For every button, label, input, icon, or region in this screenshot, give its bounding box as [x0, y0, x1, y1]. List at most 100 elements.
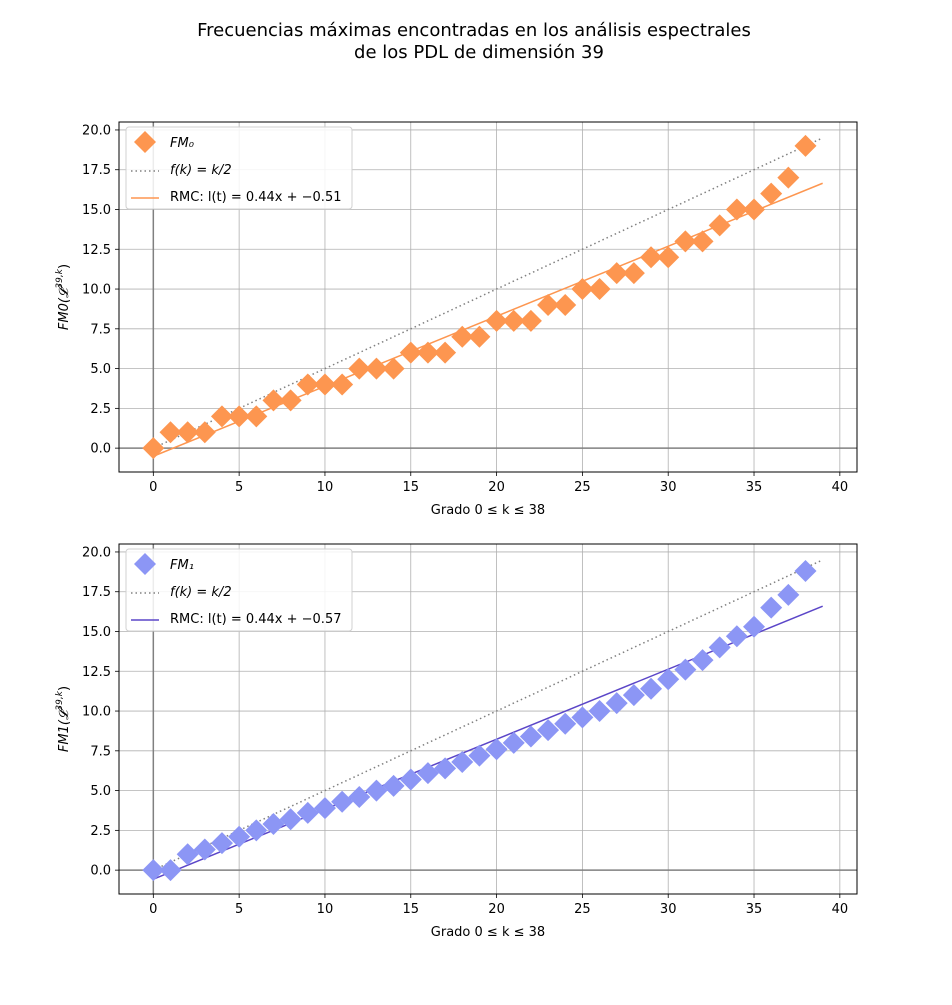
data-point [622, 262, 645, 285]
x-tick-label: 35 [746, 480, 763, 495]
data-point [228, 825, 251, 848]
plot-frame [118, 543, 858, 895]
data-point [674, 658, 697, 681]
ylabel-sup: 39,k [55, 268, 65, 288]
data-point [382, 774, 405, 797]
data-point [245, 819, 268, 842]
y-tick-label: 12.5 [82, 665, 111, 680]
y-axis-label: FM1(𝓛39,k) [55, 686, 72, 752]
data-point [228, 405, 251, 428]
data-point [210, 405, 233, 428]
data-point [279, 808, 302, 831]
series-line-1 [153, 559, 823, 871]
data-point [691, 230, 714, 253]
data-point [794, 560, 817, 583]
data-point [674, 230, 697, 253]
data-point [537, 719, 560, 742]
y-tick-label: 2.5 [90, 824, 111, 839]
data-point [588, 700, 611, 723]
data-point [468, 325, 491, 348]
data-point [193, 421, 216, 444]
legend-box [125, 548, 353, 632]
data-point [588, 278, 611, 301]
data-point [708, 636, 731, 659]
data-point [331, 373, 354, 396]
y-tick-label: 7.5 [90, 322, 111, 337]
data-point [468, 744, 491, 767]
legend-label: FM₁ [170, 558, 194, 573]
legend-label: f(k) = k/2 [170, 585, 232, 600]
data-point [416, 341, 439, 364]
data-point [365, 357, 388, 380]
series-line-2 [153, 605, 823, 880]
data-point [176, 421, 199, 444]
y-tick-label: 0.0 [90, 864, 111, 879]
y-tick-label: 20.0 [82, 545, 111, 560]
data-point [348, 785, 371, 808]
legend-box [125, 126, 353, 210]
y-tick-label: 10.0 [82, 705, 111, 720]
data-point [640, 246, 663, 269]
y-tick-label: 17.5 [82, 585, 111, 600]
data-point [657, 246, 680, 269]
data-point [159, 859, 182, 882]
data-point [502, 731, 525, 754]
x-tick-label: 35 [746, 902, 763, 917]
y-tick-label: 0.0 [90, 442, 111, 457]
data-point [159, 421, 182, 444]
data-point [142, 437, 165, 460]
chart-fm1: 0 5 10 15 20 25 30 35 40 0.0 2.5 5.0 7.5 10.0 12.5 15.0… [55, 543, 858, 940]
figure-title-line1: Frecuencias máximas encontradas en los a… [197, 20, 751, 41]
data-point [176, 843, 199, 866]
data-point [382, 357, 405, 380]
y-tick-label: 10.0 [82, 283, 111, 298]
data-point [777, 166, 800, 189]
legend-label: f(k) = k/2 [170, 163, 232, 178]
data-point [571, 706, 594, 729]
data-point [760, 596, 783, 619]
legend-label-func: f(k) = k/2 [170, 163, 232, 178]
data-point [777, 583, 800, 606]
x-tick-label: 10 [317, 480, 334, 495]
y-tick-label: 17.5 [82, 163, 111, 178]
data-point [365, 779, 388, 802]
figure-title-line2: de los PDL de dimensión 39 [354, 42, 604, 63]
data-point [622, 684, 645, 707]
y-tick-label: 2.5 [90, 402, 111, 417]
data-point [519, 309, 542, 332]
x-tick-label: 25 [574, 480, 591, 495]
legend-label: FM₀ [170, 136, 195, 151]
data-point [399, 768, 422, 791]
data-point [725, 198, 748, 221]
data-point [743, 615, 766, 638]
data-point [743, 198, 766, 221]
data-point [691, 649, 714, 672]
data-point [794, 134, 817, 157]
data-point [708, 214, 731, 237]
ylabel-main: FM0(𝓛 [57, 285, 72, 330]
plot-frame [118, 121, 858, 473]
y-tick-label: 12.5 [82, 243, 111, 258]
y-tick-label: 5.0 [90, 362, 111, 377]
data-point [725, 625, 748, 648]
ylabel-sup: 39,k [55, 690, 65, 710]
data-point [451, 325, 474, 348]
x-tick-label: 20 [488, 902, 505, 917]
legend-label-func: f(k) = k/2 [170, 585, 232, 600]
data-point [485, 738, 508, 761]
x-axis-label: Grado 0 ≤ k ≤ 38 [431, 925, 545, 940]
ylabel-close: ) [57, 264, 72, 269]
x-tick-label: 0 [149, 902, 157, 917]
legend-label-text: RMC: l(t) = 0.44x + −0.51 [170, 190, 341, 205]
legend-label-base: FM₀ [170, 136, 195, 151]
x-tick-label: 15 [402, 902, 419, 917]
x-tick-label: 30 [660, 480, 677, 495]
data-point [537, 293, 560, 316]
legend-marker [134, 553, 156, 575]
data-point [451, 750, 474, 773]
y-tick-label: 15.0 [82, 625, 111, 640]
y-tick-label: 5.0 [90, 784, 111, 799]
data-point [571, 278, 594, 301]
data-point [434, 757, 457, 780]
x-tick-label: 10 [317, 902, 334, 917]
